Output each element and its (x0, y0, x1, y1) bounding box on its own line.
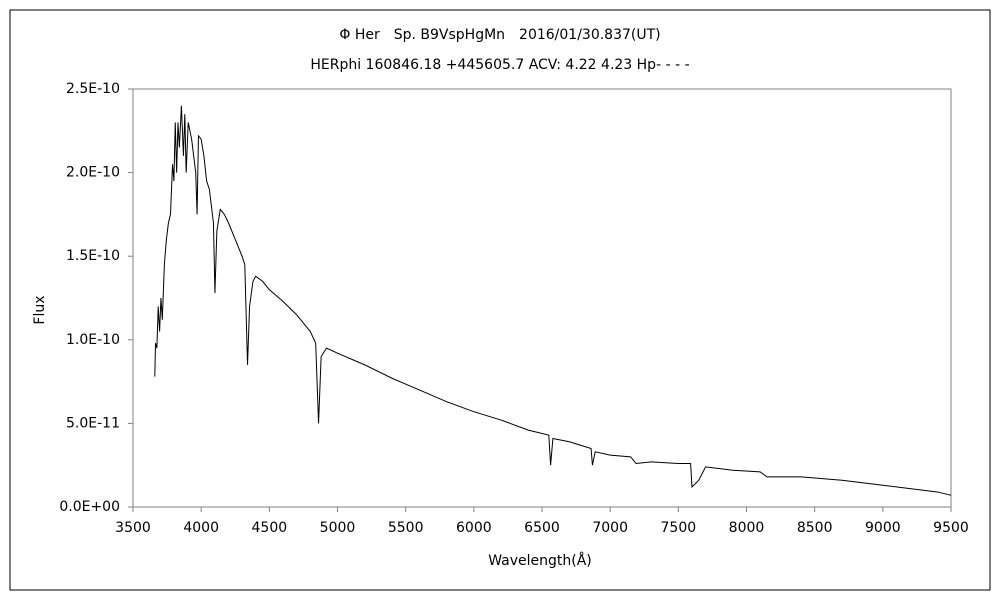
x-tick-label: 7000 (592, 520, 628, 536)
x-tick-label: 3500 (115, 520, 151, 536)
x-axis-label: Wavelength(Å) (488, 552, 592, 569)
x-tick-label: 8500 (797, 520, 833, 536)
plot-area (132, 88, 952, 508)
chart-title: Φ Her Sp. B9VspHgMn 2016/01/30.837(UT) (339, 27, 660, 43)
x-tick-label: 9500 (933, 520, 969, 536)
x-tick-label: 8000 (729, 520, 765, 536)
y-tick-label: 0.0E+00 (59, 499, 120, 515)
y-tick-label: 5.0E-11 (66, 415, 120, 431)
y-tick-label: 1.5E-10 (66, 248, 120, 264)
x-tick-label: 4500 (252, 520, 288, 536)
x-tick-label: 6500 (524, 520, 560, 536)
y-axis-label: Flux (32, 295, 48, 324)
y-tick-label: 2.0E-10 (66, 165, 120, 181)
y-tick-label: 1.0E-10 (66, 332, 120, 348)
chart-subtitle: HERphi 160846.18 +445605.7 ACV: 4.22 4.2… (310, 57, 689, 73)
y-tick-label: 2.5E-10 (66, 81, 120, 97)
x-tick-label: 5000 (320, 520, 356, 536)
x-tick-label: 9000 (865, 520, 901, 536)
x-tick-label: 6000 (456, 520, 492, 536)
x-tick-label: 7500 (661, 520, 697, 536)
x-tick-label: 5500 (388, 520, 424, 536)
spectrum-line (154, 105, 952, 496)
x-tick-label: 4000 (183, 520, 219, 536)
